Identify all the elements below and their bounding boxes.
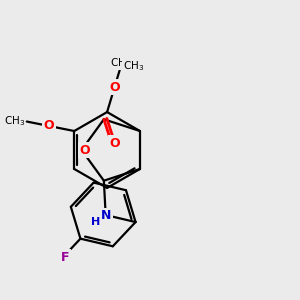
Text: O: O: [110, 136, 121, 150]
Text: F: F: [61, 251, 70, 264]
Text: CH$_3$: CH$_3$: [4, 115, 25, 128]
Text: O: O: [80, 143, 91, 157]
Text: O: O: [44, 119, 54, 132]
Text: CH$_3$: CH$_3$: [123, 59, 144, 73]
Text: O: O: [109, 81, 120, 94]
Text: H: H: [91, 217, 100, 227]
Text: N: N: [101, 209, 112, 222]
Text: CH$_3$: CH$_3$: [110, 56, 132, 70]
